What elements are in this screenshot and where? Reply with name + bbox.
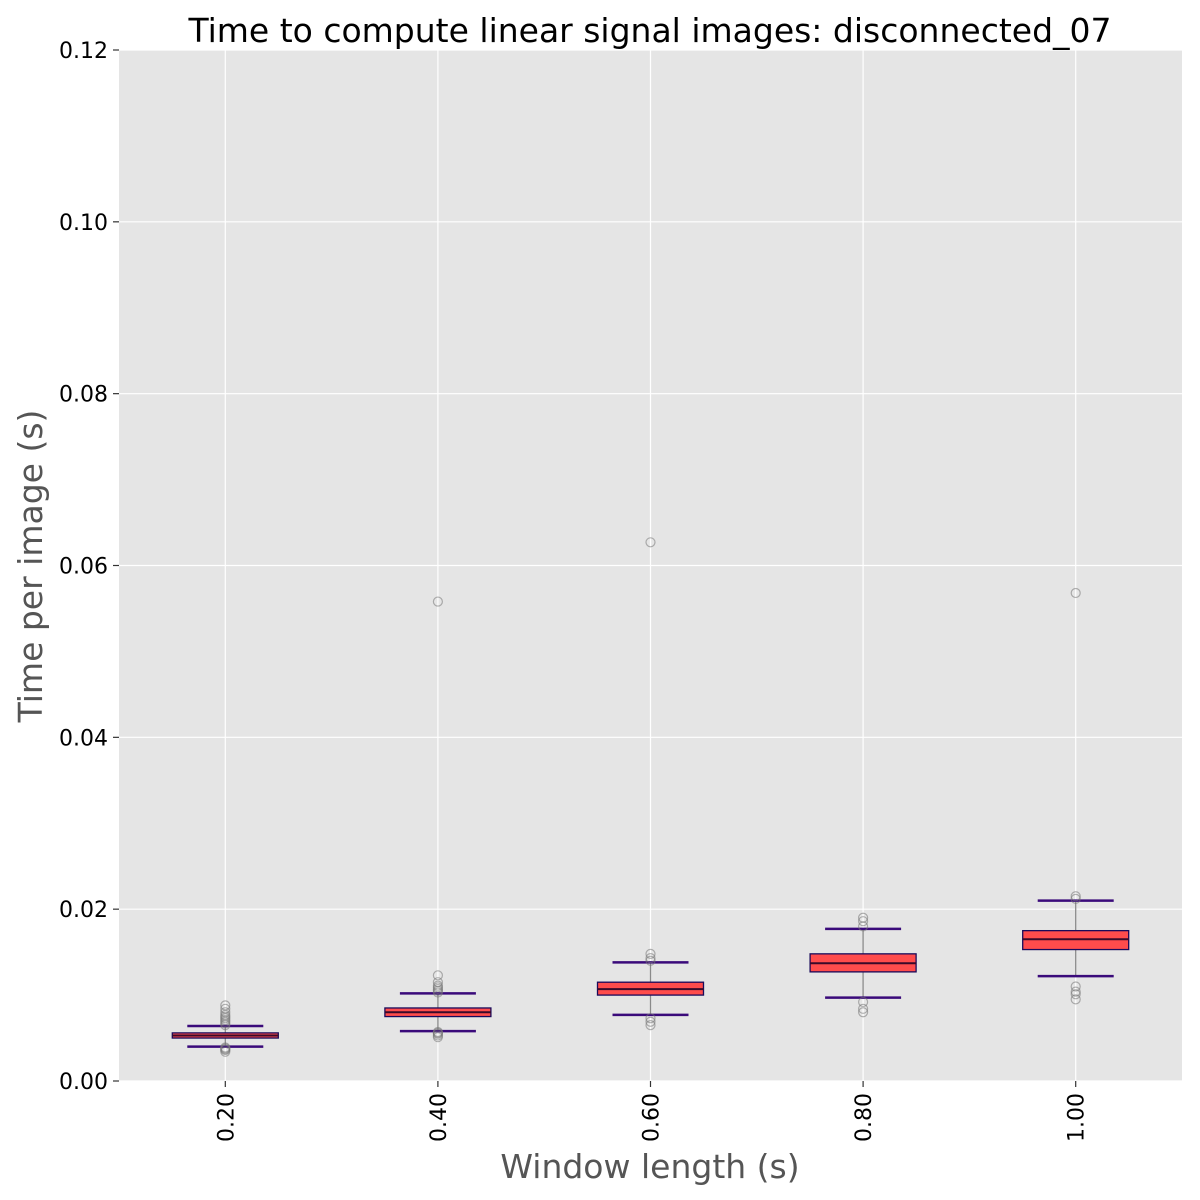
outlier-point — [432, 596, 443, 607]
x-axis-ticks: 0.20 0.40 0.60 0.80 1.00 — [214, 1081, 1090, 1142]
box-0.40 — [384, 596, 492, 1043]
outlier-point — [645, 1020, 656, 1031]
outlier-point — [645, 537, 656, 548]
outlier-point — [645, 1013, 656, 1024]
outlier-point — [220, 1042, 231, 1053]
outlier-point — [1070, 981, 1081, 992]
outlier-point — [1070, 994, 1081, 1005]
outlier-point — [857, 912, 869, 923]
y-axis-label: Time per image (s) — [11, 410, 50, 724]
x-tick-label: 1.00 — [1065, 1093, 1090, 1142]
y-tick-label: 0.12 — [59, 39, 108, 64]
outlier-point — [1070, 891, 1081, 902]
outlier-point — [857, 1007, 869, 1018]
x-tick-label: 0.20 — [214, 1093, 239, 1142]
outlier-point — [432, 970, 443, 981]
outlier-point — [220, 1007, 231, 1018]
x-tick-label: 0.60 — [640, 1093, 665, 1142]
grid-lines — [119, 49, 1182, 1082]
box-series — [171, 537, 1130, 1057]
x-tick-label: 0.40 — [427, 1093, 452, 1142]
outlier-point — [645, 953, 656, 964]
y-tick-label: 0.00 — [59, 1070, 108, 1095]
outlier-point — [645, 948, 656, 959]
outlier-point — [645, 955, 656, 966]
outlier-point — [857, 996, 869, 1008]
chart-title: Time to compute linear signal images: di… — [187, 11, 1111, 50]
x-tick-label: 0.80 — [852, 1093, 877, 1142]
y-axis-ticks: 0.00 0.02 0.04 0.06 0.08 0.10 0.12 — [59, 39, 119, 1095]
outlier-point — [857, 916, 869, 927]
outlier-point — [1070, 989, 1081, 1000]
outlier-point — [1070, 986, 1081, 997]
box-1.00 — [1022, 587, 1130, 1005]
outlier-point — [1070, 587, 1081, 599]
outlier-point — [432, 1026, 443, 1038]
y-tick-label: 0.06 — [59, 555, 108, 580]
x-axis-label: Window length (s) — [500, 1147, 799, 1186]
box-0.60 — [596, 537, 705, 1031]
box-0.20 — [171, 1000, 279, 1057]
y-tick-label: 0.08 — [59, 383, 108, 408]
outlier-point — [220, 1003, 231, 1014]
outlier-point — [1070, 893, 1081, 904]
y-tick-label: 0.10 — [59, 211, 108, 236]
box-0.80 — [809, 912, 917, 1018]
y-tick-label: 0.02 — [59, 898, 108, 923]
outlier-point — [857, 1003, 869, 1014]
outlier-point — [220, 1000, 231, 1011]
outlier-point — [432, 980, 443, 991]
outlier-point — [432, 977, 443, 988]
outlier-point — [645, 1016, 656, 1027]
y-tick-label: 0.04 — [59, 726, 108, 751]
